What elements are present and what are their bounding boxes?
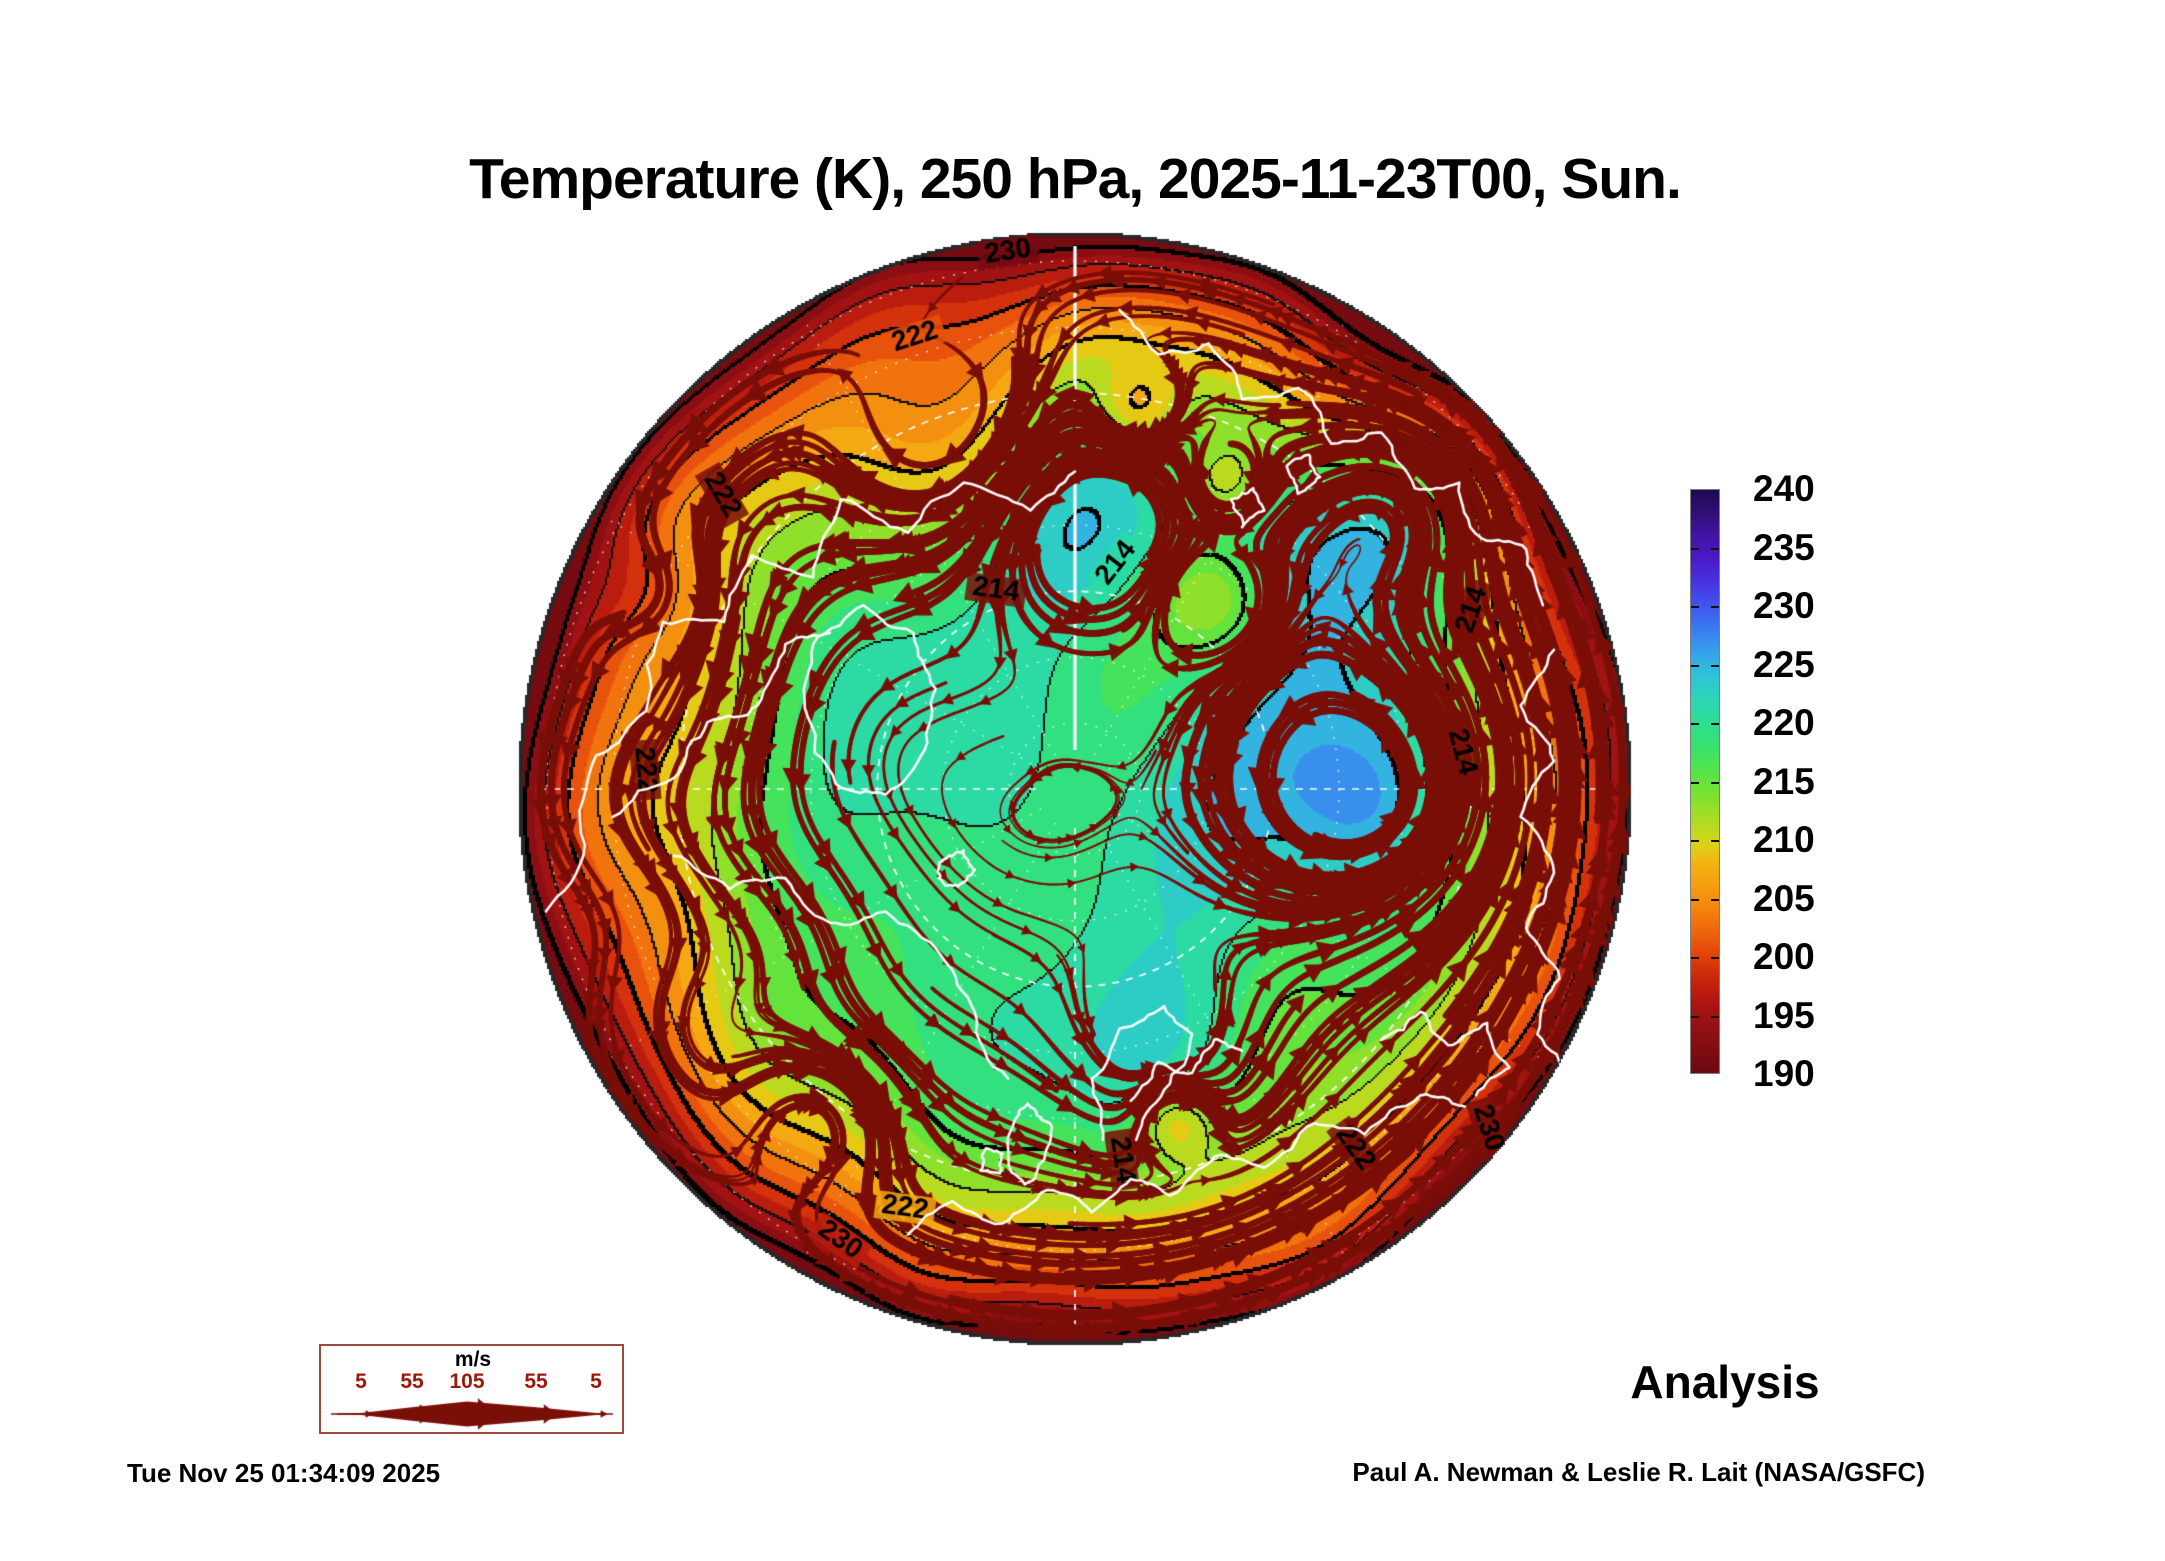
wind-speed-label: 55 (400, 1370, 424, 1393)
colorbar-tick-label: 190 (1753, 1053, 1815, 1094)
colorbar-tick-label: 230 (1753, 585, 1815, 626)
colorbar-tick-label: 205 (1753, 877, 1815, 919)
wind-speed-label: 5 (355, 1370, 367, 1393)
polar-temperature-map (515, 229, 1635, 1349)
colorbar-tick-mark (1711, 606, 1719, 608)
colorbar (1690, 489, 1720, 1074)
wind-legend-unit-label: m/s (454, 1348, 492, 1371)
colorbar-tick-mark (1711, 1015, 1719, 1018)
page-title: Temperature (K), 250 hPa, 2025-11-23T00,… (469, 147, 1682, 211)
wind-speed-label: 5 (590, 1370, 602, 1393)
colorbar-tick-mark (1691, 547, 1699, 550)
colorbar-tick-mark (1691, 840, 1699, 842)
timestamp: Tue Nov 25 01:34:09 2025 (127, 1458, 441, 1488)
colorbar-tick-mark (1711, 781, 1719, 784)
colorbar-tick-mark (1711, 664, 1719, 667)
colorbar-tick-label: 225 (1753, 643, 1815, 685)
wind-speed-legend: m/s 5 55 105 55 5 (319, 1344, 624, 1434)
colorbar-tick-label: 200 (1753, 936, 1815, 977)
colorbar-tick-label: 240 (1753, 468, 1815, 509)
credit: Paul A. Newman & Leslie R. Lait (NASA/GS… (1352, 1457, 1925, 1487)
wind-legend-arrow-glyph (323, 1396, 623, 1432)
colorbar-tick-mark (1691, 664, 1699, 667)
wind-legend-speed-labels: 5 55 105 55 5 (321, 1346, 622, 1432)
colorbar-tick-mark (1691, 1015, 1699, 1018)
colorbar-tick-mark (1691, 957, 1699, 959)
colorbar-tick-label: 210 (1753, 819, 1815, 860)
colorbar-tick-mark (1711, 957, 1719, 959)
colorbar-tick-mark (1711, 898, 1719, 901)
wind-speed-label: 55 (524, 1370, 548, 1393)
colorbar-tick-label: 195 (1753, 994, 1815, 1036)
colorbar-tick-mark (1711, 840, 1719, 842)
colorbar-tick-label: 235 (1753, 526, 1815, 568)
colorbar-tick-mark (1691, 723, 1699, 725)
analysis-label: Analysis (1630, 1356, 1820, 1408)
colorbar-tick-mark (1691, 606, 1699, 608)
colorbar-tick-mark (1711, 723, 1719, 725)
colorbar-tick-mark (1711, 547, 1719, 550)
colorbar-tick-label: 220 (1753, 702, 1815, 743)
colorbar-tick-label: 215 (1753, 760, 1815, 802)
colorbar-tick-mark (1691, 781, 1699, 784)
wind-speed-label: 105 (449, 1370, 485, 1393)
colorbar-tick-mark (1691, 898, 1699, 901)
